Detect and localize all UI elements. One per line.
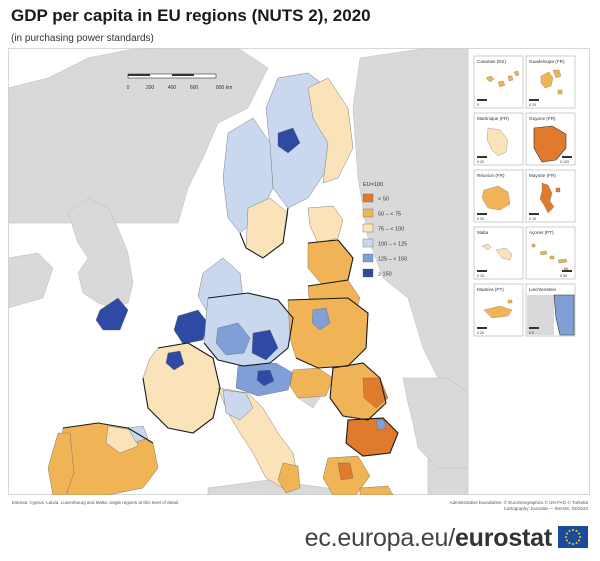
- scale-bar: 0 200 400 600 800 km: [127, 73, 232, 91]
- svg-text:Guadeloupe (FR): Guadeloupe (FR): [529, 59, 565, 64]
- legend-swatch-50-75: [362, 208, 374, 218]
- svg-text:Madeira (PT): Madeira (PT): [477, 287, 504, 292]
- scale-tick-600: 600: [190, 85, 199, 91]
- legend-swatch-75-100: [362, 223, 374, 233]
- inset-mayotte: Mayotte (FR) 0 15: [525, 169, 576, 223]
- scale-tick-400: 400: [168, 85, 177, 91]
- legend-label-ge150: ≥ 150: [378, 272, 392, 278]
- svg-text:0 100: 0 100: [560, 160, 569, 164]
- svg-text:0: 0: [477, 103, 479, 107]
- legend-swatch-125-150: [362, 253, 374, 263]
- scale-tick-200: 200: [146, 85, 155, 91]
- inset-madeira: Madeira (PT) 0 20: [473, 283, 524, 337]
- national-borders: [62, 207, 399, 457]
- eu-flag-icon: [558, 526, 588, 548]
- inset-martinique: Martinique (FR) 0 20: [473, 112, 524, 166]
- inset-reunion: Réunion (FR) 0 20: [473, 169, 524, 223]
- brand-logo: ec.europa.eu/eurostat: [304, 524, 553, 553]
- svg-text:Réunion (FR): Réunion (FR): [477, 173, 505, 178]
- non-eu-land: [8, 48, 469, 495]
- scale-tick-0: 0: [127, 85, 130, 91]
- legend-label-50-75: 50 – < 75: [378, 212, 401, 218]
- legend-label-100-125: 100 – < 125: [378, 242, 407, 248]
- map-title: GDP per capita in EU regions (NUTS 2), 2…: [11, 6, 371, 25]
- footnote-left: Estonia, Cyprus, Latvia, Luxembourg and …: [12, 500, 180, 505]
- svg-text:Malta: Malta: [477, 230, 489, 235]
- svg-text:0 15: 0 15: [529, 217, 536, 221]
- insets: Canarias (ES) 0 Guadeloupe (FR) 0 20 Mar…: [473, 55, 576, 337]
- svg-text:Mayotte (FR): Mayotte (FR): [529, 173, 556, 178]
- svg-text:Açores (PT): Açores (PT): [529, 230, 554, 235]
- legend-label-75-100: 75 – < 100: [378, 227, 404, 233]
- inset-acores: Açores (PT) 0 50: [525, 226, 576, 280]
- inset-liechtenstein: Liechtenstein 0 5: [525, 283, 576, 337]
- inset-guadeloupe: Guadeloupe (FR) 0 20: [525, 55, 576, 109]
- svg-text:0 20: 0 20: [477, 331, 484, 335]
- svg-text:0 20: 0 20: [477, 217, 484, 221]
- legend-label-125-150: 125 – < 150: [378, 257, 407, 263]
- legend: EU=100 < 50 50 – < 75 75 – < 100 100 – <…: [362, 182, 407, 278]
- legend-swatch-lt50: [362, 193, 374, 203]
- legend-swatches: [362, 193, 374, 278]
- svg-text:0 20: 0 20: [477, 160, 484, 164]
- brand-url: ec.europa.eu/: [304, 524, 455, 552]
- footnote-boundaries: Administrative boundaries: © EuroGeograp…: [449, 500, 588, 505]
- footnote-right: Administrative boundaries: © EuroGeograp…: [449, 500, 588, 512]
- svg-text:Liechtenstein: Liechtenstein: [529, 287, 557, 292]
- inset-malta: Malta 0 10: [473, 226, 524, 280]
- footnote-cartography: Cartography: Eurostat — IMAGE, 02/2022: [503, 506, 588, 511]
- inset-guyane: Guyane (FR) 0 100: [525, 112, 576, 166]
- legend-label-lt50: < 50: [378, 197, 389, 203]
- scale-tick-800: 800 km: [216, 85, 232, 91]
- brand-name: eurostat: [454, 524, 552, 552]
- svg-text:0 20: 0 20: [529, 103, 536, 107]
- svg-text:0 50: 0 50: [560, 274, 567, 278]
- svg-text:0 5: 0 5: [529, 331, 534, 335]
- legend-header: EU=100: [363, 182, 383, 188]
- map-subtitle: (in purchasing power standards): [11, 33, 154, 44]
- svg-text:Martinique (FR): Martinique (FR): [477, 116, 509, 121]
- legend-swatch-ge150: [362, 268, 374, 278]
- svg-text:Guyane (FR): Guyane (FR): [529, 116, 556, 121]
- svg-text:Canarias (ES): Canarias (ES): [477, 59, 506, 64]
- map-panel: 0 200 400 600 800 km EU=100 < 50 50 – < …: [8, 48, 590, 495]
- svg-text:0 10: 0 10: [477, 274, 484, 278]
- legend-swatch-100-125: [362, 238, 374, 248]
- inset-canarias: Canarias (ES) 0: [473, 55, 524, 109]
